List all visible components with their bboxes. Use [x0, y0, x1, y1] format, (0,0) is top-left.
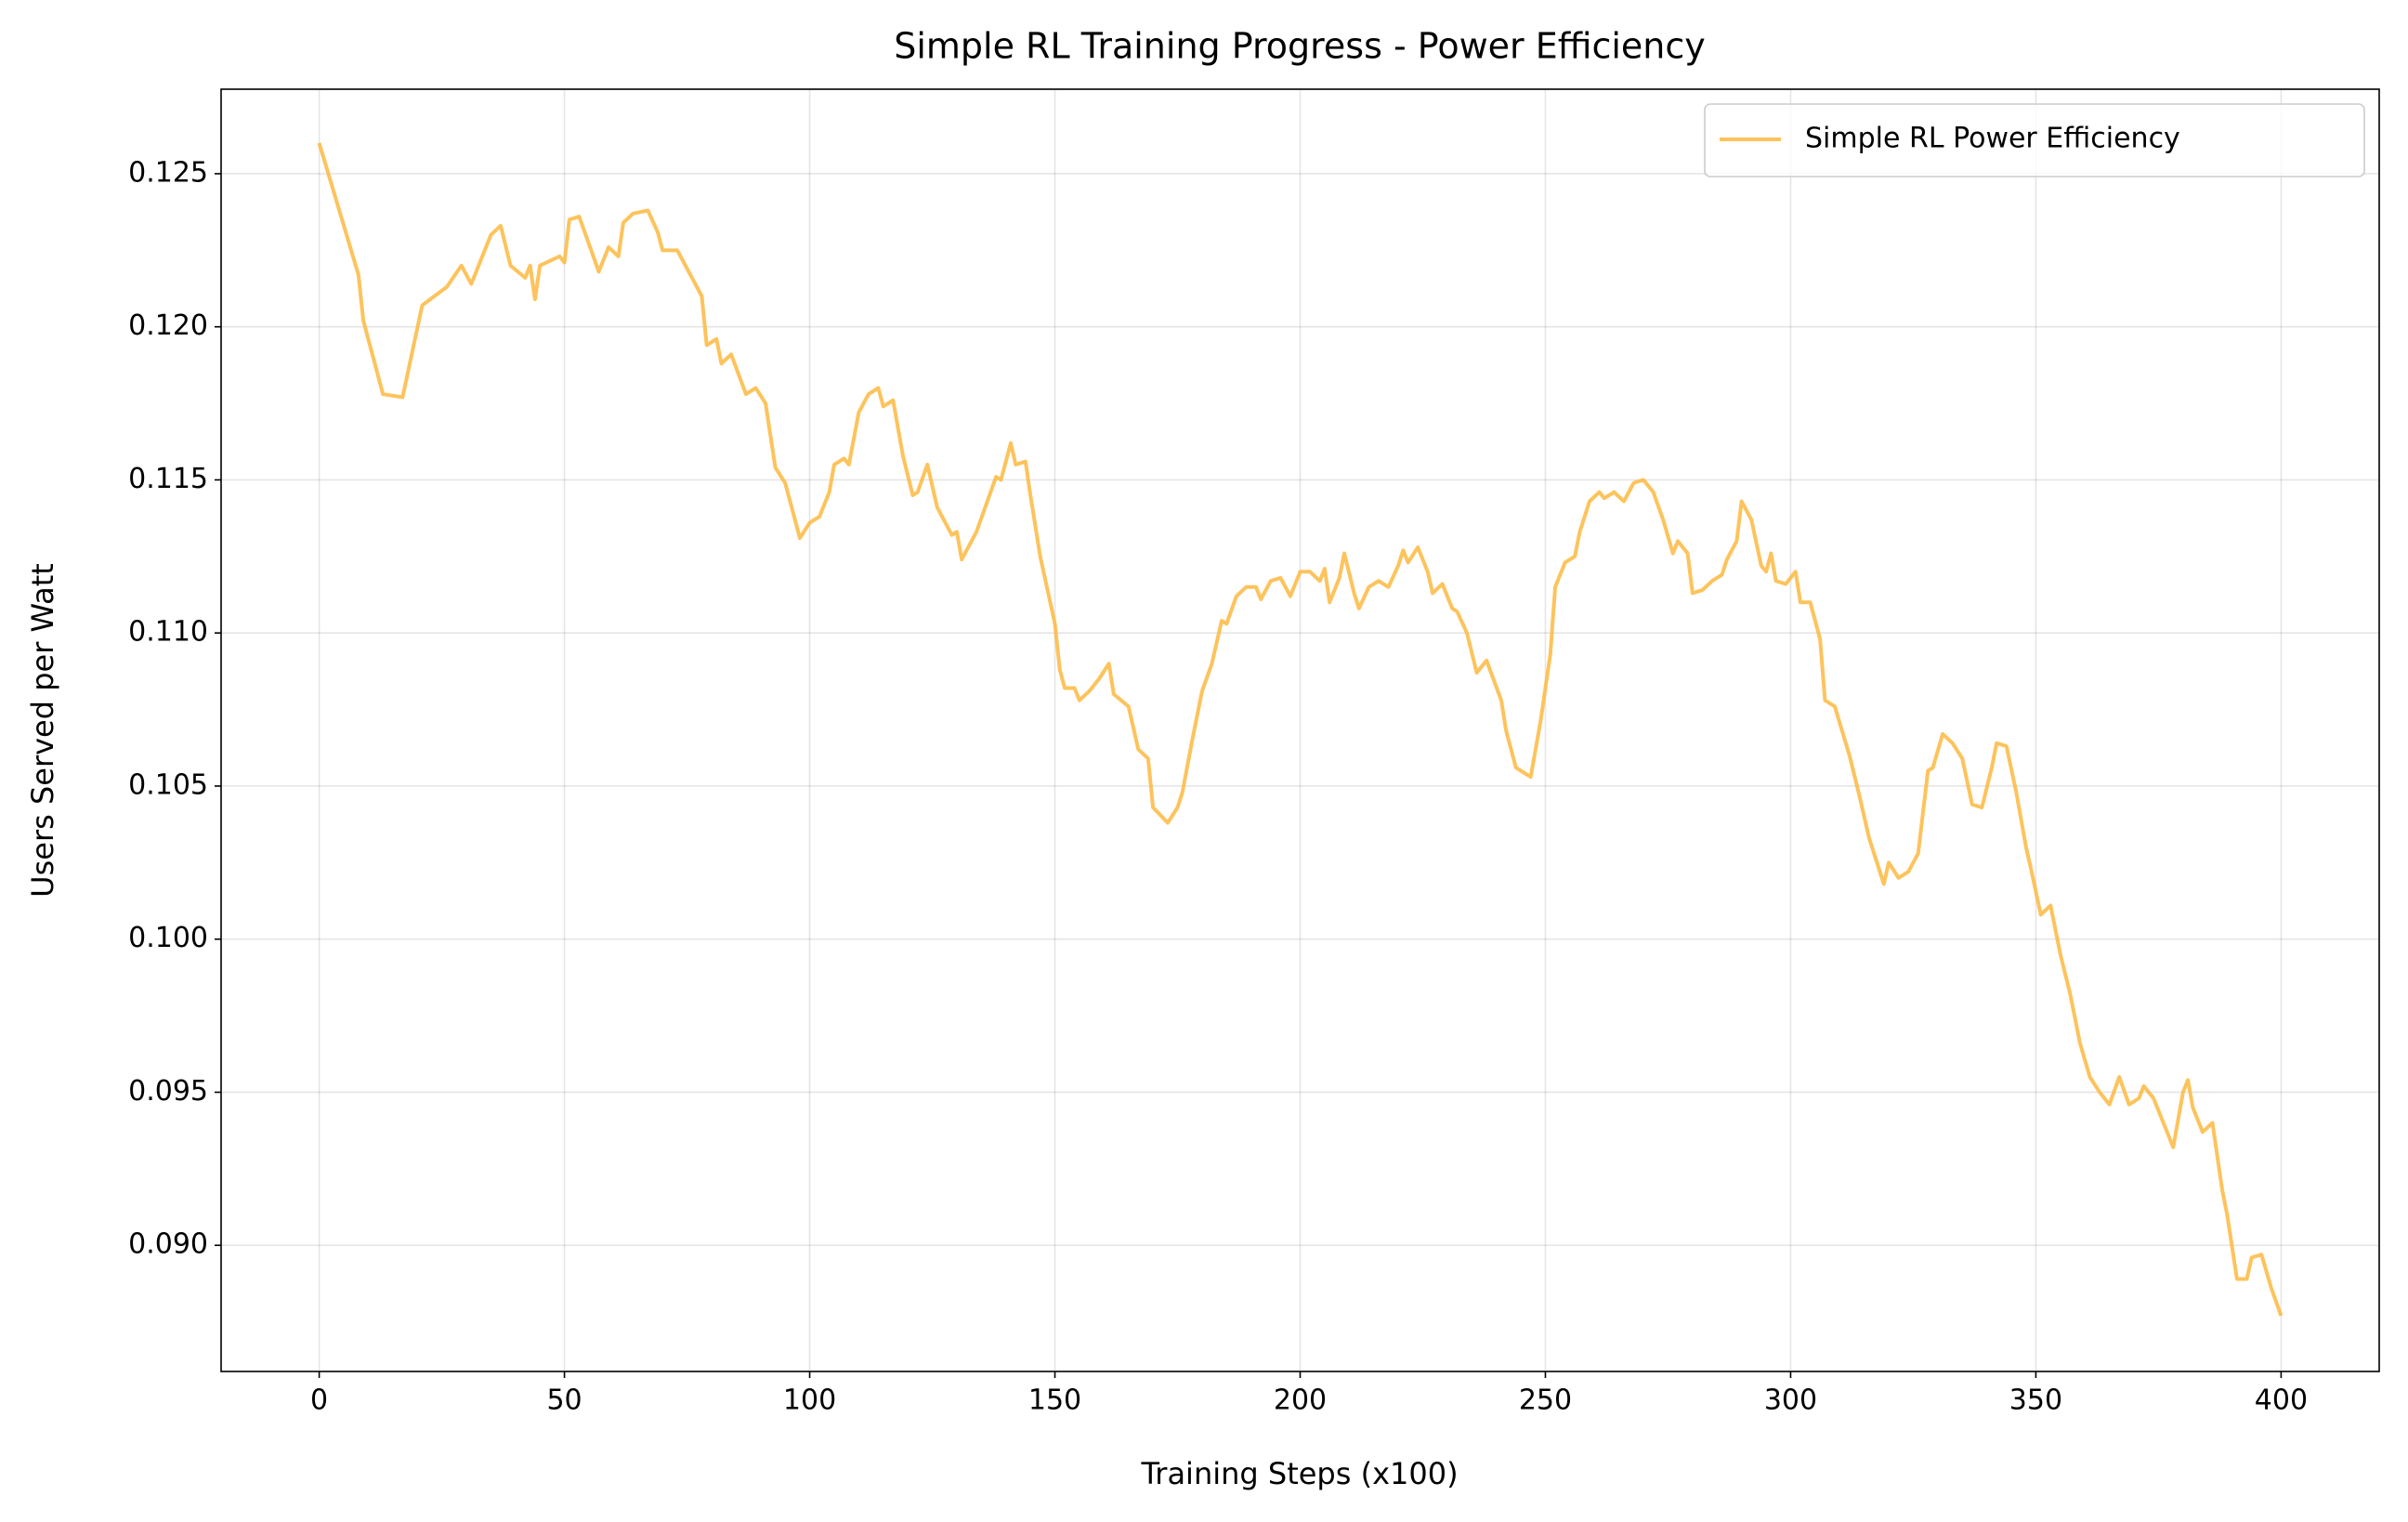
x-tick-label: 50	[546, 1384, 582, 1417]
legend: Simple RL Power Efficiency	[1704, 103, 2365, 177]
y-tick-label: 0.120	[128, 309, 208, 342]
legend-box	[1704, 103, 2365, 177]
plot-frame	[220, 88, 2380, 1372]
x-axis-label: Training Steps (x100)	[1140, 1456, 1458, 1491]
x-tick-label: 350	[2009, 1384, 2062, 1417]
y-tick-label: 0.105	[128, 768, 208, 801]
x-tick-label: 250	[1519, 1384, 1572, 1417]
x-tick-label: 300	[1764, 1384, 1817, 1417]
y-tick-label: 0.125	[128, 156, 208, 189]
y-tick-label: 0.095	[128, 1075, 208, 1108]
y-tick-label: 0.100	[128, 922, 208, 954]
x-tick-label: 400	[2255, 1384, 2308, 1417]
y-tick-label: 0.110	[128, 616, 208, 649]
y-tick-label: 0.115	[128, 463, 208, 495]
x-tick-label: 100	[783, 1384, 836, 1417]
x-tick-label: 150	[1028, 1384, 1081, 1417]
y-axis-label: Users Served per Watt	[25, 563, 60, 898]
x-tick-label: 200	[1274, 1384, 1327, 1417]
line	[317, 142, 2284, 1317]
y-tick-label: 0.090	[128, 1228, 208, 1261]
chart-title: Simple RL Training Progress - Power Effi…	[894, 26, 1706, 67]
legend-label: Simple RL Power Efficiency	[1805, 123, 2180, 155]
x-tick-label: 0	[310, 1384, 328, 1417]
